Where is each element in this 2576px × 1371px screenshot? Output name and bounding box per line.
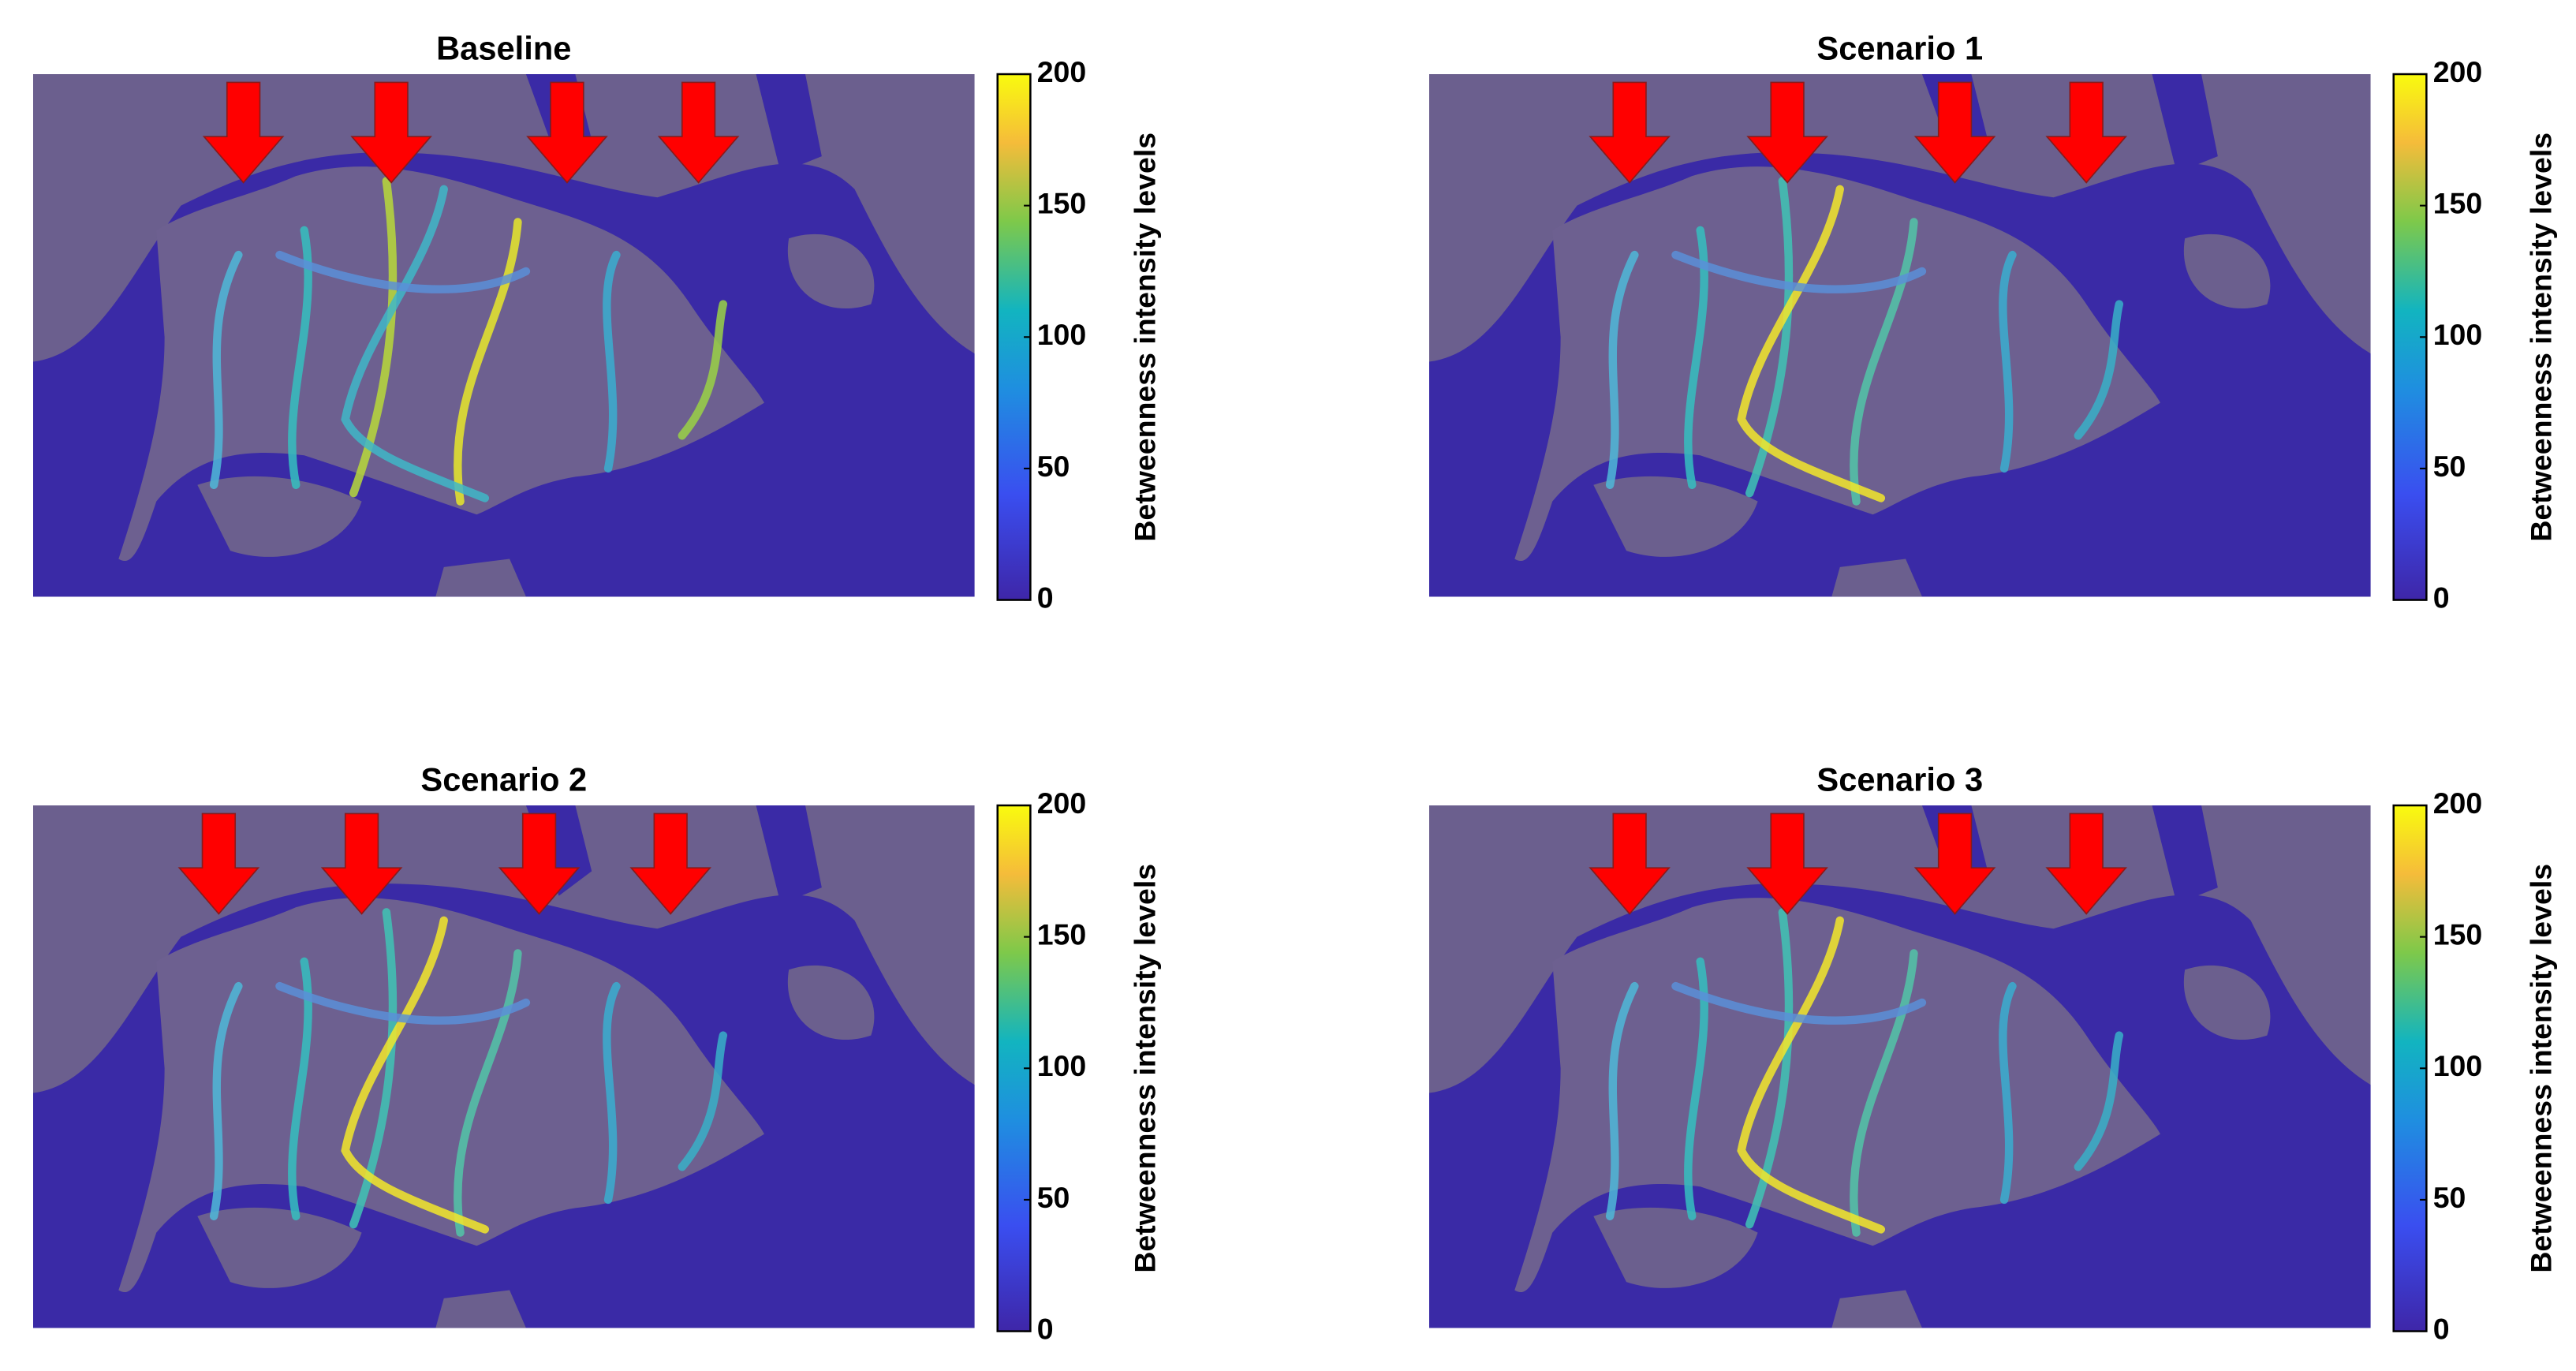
island [118,166,764,562]
colorbar-tick-label: 50 [1037,450,1070,483]
colorbar-tick-label: 200 [2433,786,2483,820]
route [341,185,490,502]
arrow [350,81,432,184]
panel: Scenario 1 0 50 100 150 200 Betweenness intens… [1429,29,2558,614]
offshore-island [197,965,875,1328]
arrow [2045,813,2128,915]
route [1737,185,1886,502]
route [349,177,398,498]
route [1671,250,1927,293]
island [1514,898,2160,1293]
arrow [498,813,581,915]
colorbar-label: Betweenness intensity levels [1129,133,1162,542]
route [275,250,531,293]
route [1850,218,1918,506]
arrow [526,81,608,184]
colorbar-tick-label: 0 [1037,581,1054,614]
route [1605,981,1639,1220]
route [209,250,243,489]
route [1671,981,1927,1025]
colorbar-tick-label: 150 [2433,918,2483,951]
colorbar-tick-label: 100 [1037,1049,1087,1082]
route [678,300,728,440]
panel-title: Scenario 2 [420,760,587,798]
route [341,916,490,1234]
route [2074,300,2124,440]
route [603,250,621,473]
arrow [1746,813,1828,915]
offshore-island [197,233,875,597]
colorbar-tick-label: 100 [2433,1049,2483,1082]
colorbar-tick-label: 150 [2433,187,2483,220]
offshore-island [1593,965,2271,1328]
route [275,981,531,1025]
route [1999,981,2017,1205]
route [1605,250,1639,489]
arrow [1913,81,1996,184]
route [209,981,243,1220]
route [1850,949,1918,1237]
route [1737,916,1886,1234]
route [454,949,522,1237]
panel-title: Scenario 1 [1816,29,1983,66]
route [349,908,398,1229]
panel-title: Baseline [436,29,571,66]
colorbar [2392,804,2428,1332]
colorbar-tick-label: 150 [1037,918,1087,951]
route [1745,177,1794,498]
arrow [202,81,285,184]
panel-title: Scenario 3 [1816,760,1983,798]
arrow [177,813,260,915]
island [118,898,764,1293]
colorbar-tick-label: 50 [1037,1181,1070,1214]
route [454,218,522,506]
colorbar-tick-label: 150 [1037,187,1087,220]
arrow [320,813,403,915]
panel: Baseline 0 50 100 150 200 Betweenness intensit… [33,29,1162,614]
colorbar-tick-label: 50 [2433,1181,2466,1214]
colorbar-tick-label: 0 [1037,1312,1054,1345]
offshore-island [1593,233,2271,597]
arrow [1589,81,1671,184]
colorbar-tick-label: 200 [2433,55,2483,88]
island [1514,166,2160,562]
colorbar-tick-label: 100 [2433,318,2483,351]
colorbar-label: Betweenness intensity levels [1129,864,1162,1273]
arrow [2045,81,2128,184]
colorbar-tick-label: 100 [1037,318,1087,351]
arrow [657,81,740,184]
arrow [629,813,712,915]
colorbar-tick-label: 0 [2433,1312,2450,1345]
colorbar-tick-label: 200 [1037,55,1087,88]
panel: Scenario 2 0 50 100 150 200 Betweenness intens… [33,760,1162,1345]
route [2074,1031,2124,1171]
colorbar-tick-label: 50 [2433,450,2466,483]
arrow [1913,813,1996,915]
colorbar-label: Betweenness intensity levels [2525,864,2558,1273]
route [1999,250,2017,473]
colorbar-tick-label: 200 [1037,786,1087,820]
arrow [1746,81,1828,184]
route [603,981,621,1205]
route [1745,908,1794,1229]
route [678,1031,728,1171]
colorbar-label: Betweenness intensity levels [2525,133,2558,542]
arrow [1589,813,1671,915]
colorbar-tick-label: 0 [2433,581,2450,614]
panel: Scenario 3 0 50 100 150 200 Betweenness intens… [1429,760,2558,1345]
